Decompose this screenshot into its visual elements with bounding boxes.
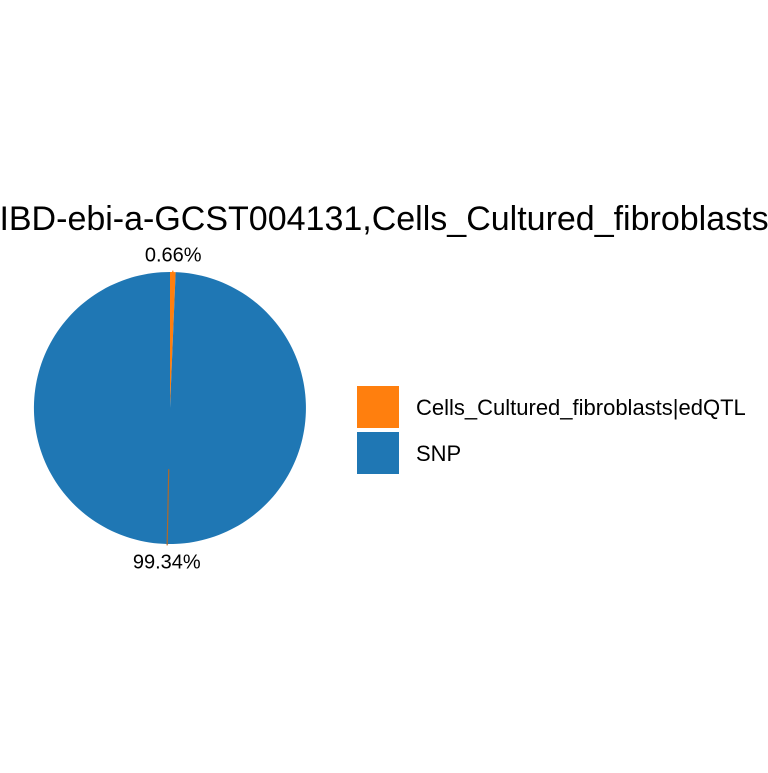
legend: Cells_Cultured_fibroblasts|edQTL SNP [357,386,746,474]
slice-label-1: 99.34% [133,552,201,574]
pie-slice-1 [33,271,306,544]
legend-key-1 [357,432,399,474]
slice-leader-line-0 [170,270,174,347]
chart-title: IBD-ebi-a-GCST004131,Cells_Cultured_fibr… [0,200,768,238]
legend-label-0: Cells_Cultured_fibroblasts|edQTL [416,395,746,420]
slice-label-0: 0.66% [145,244,202,266]
pie-slices [33,271,306,544]
slice-leader-line-1 [166,469,170,546]
legend-label-1: SNP [416,441,461,466]
slice-labels: 0.66% 99.34% [133,244,202,573]
pie-slice-0 [170,272,176,408]
legend-key-0 [357,386,399,428]
